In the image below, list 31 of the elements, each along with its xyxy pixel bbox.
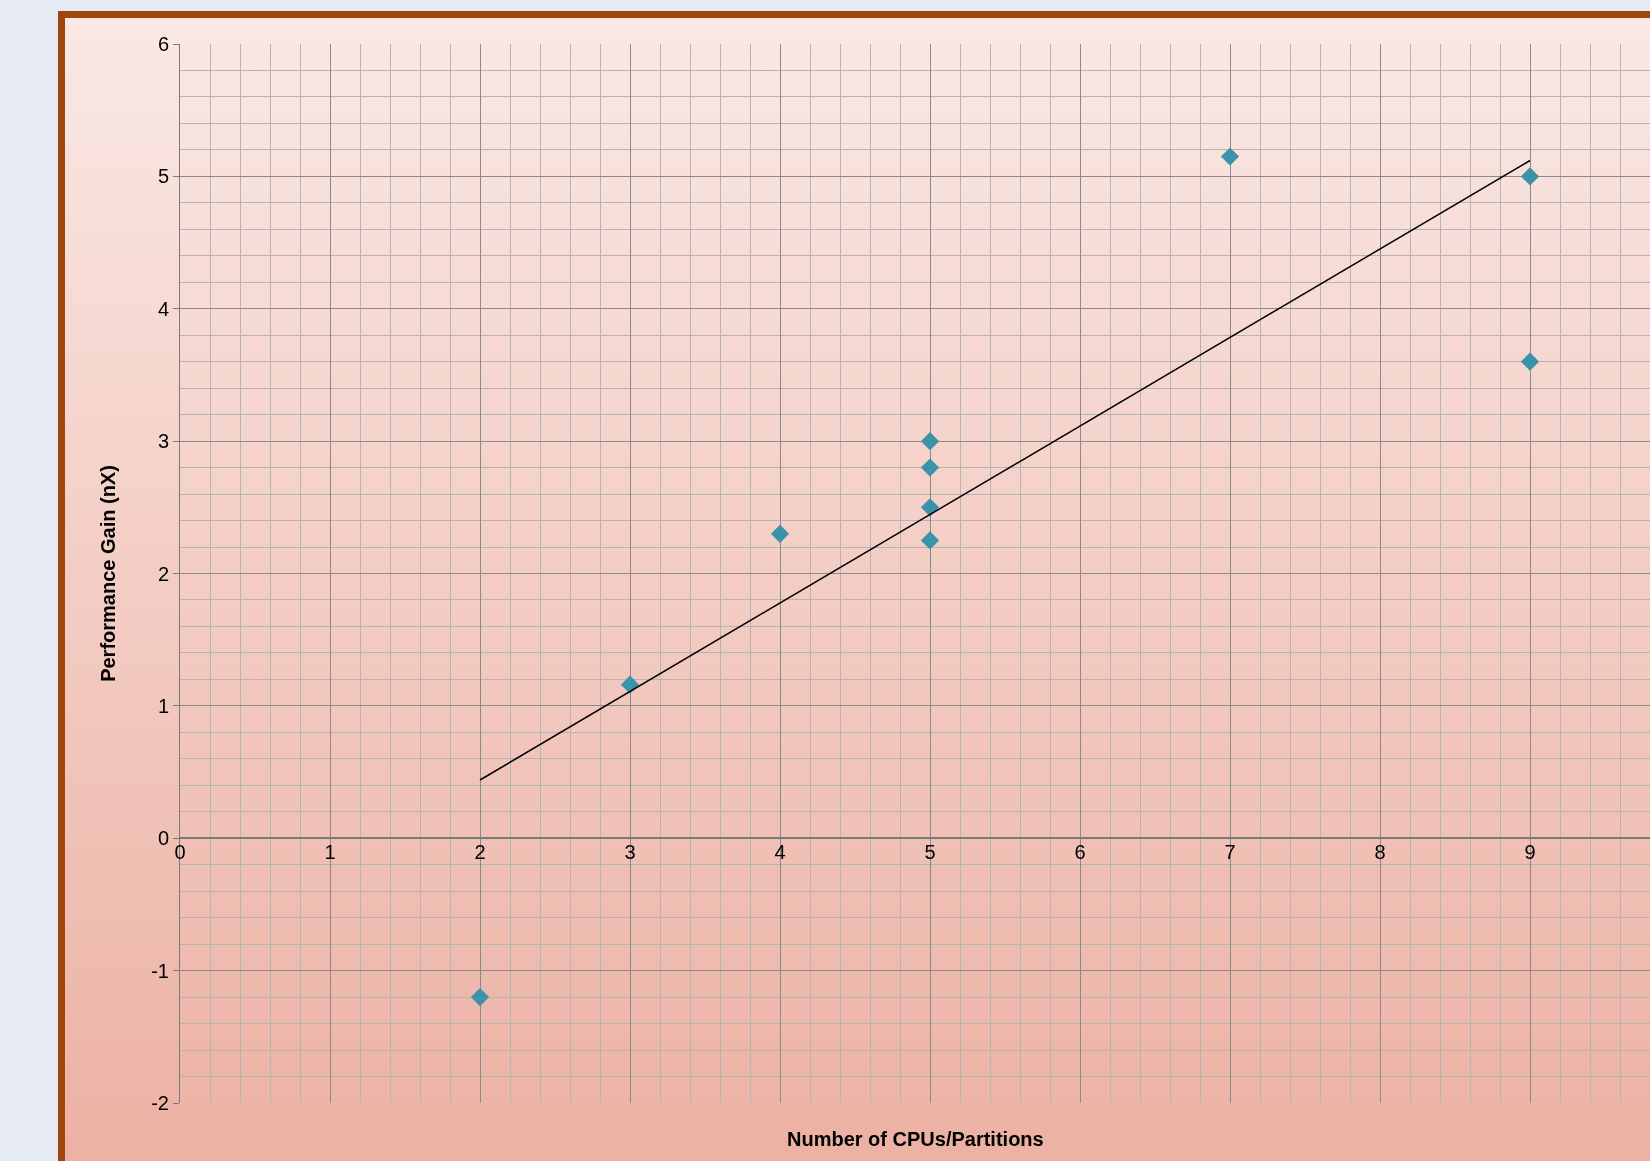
point <box>920 432 940 451</box>
x-tick-label: 4 <box>774 841 786 864</box>
point <box>470 988 490 1007</box>
y-tick-label: 5 <box>157 165 169 188</box>
x-axis-title: Number of CPUs/Partitions <box>787 1128 1044 1150</box>
x-tick-label: 1 <box>324 841 336 864</box>
point <box>1520 167 1540 186</box>
x-tick-label: 9 <box>1524 841 1536 864</box>
point <box>1520 352 1540 371</box>
y-tick-label: -2 <box>151 1092 169 1114</box>
x-tick-label: 0 <box>174 841 186 864</box>
y-tick-label: 4 <box>157 297 169 320</box>
y-axis-title: Performance Gain (nX) <box>96 465 119 682</box>
point <box>920 531 940 550</box>
x-tick-label: 8 <box>1374 841 1386 864</box>
x-tick-label: 5 <box>924 841 936 864</box>
point <box>620 675 640 694</box>
y-tick-label: 3 <box>157 430 169 453</box>
x-tick-label: 6 <box>1074 841 1086 864</box>
point <box>920 498 940 517</box>
y-tick-label: 1 <box>157 694 169 717</box>
point <box>1220 147 1240 166</box>
y-tick-label: 6 <box>157 33 169 55</box>
point <box>770 524 790 543</box>
x-tick-label: 3 <box>624 841 636 864</box>
point <box>920 458 940 477</box>
y-tick-label: -1 <box>151 959 169 982</box>
y-tick-label: 2 <box>157 562 169 585</box>
x-tick-label: 7 <box>1224 841 1236 864</box>
x-tick-label: 2 <box>474 841 486 864</box>
y-tick-label: 0 <box>157 827 169 850</box>
